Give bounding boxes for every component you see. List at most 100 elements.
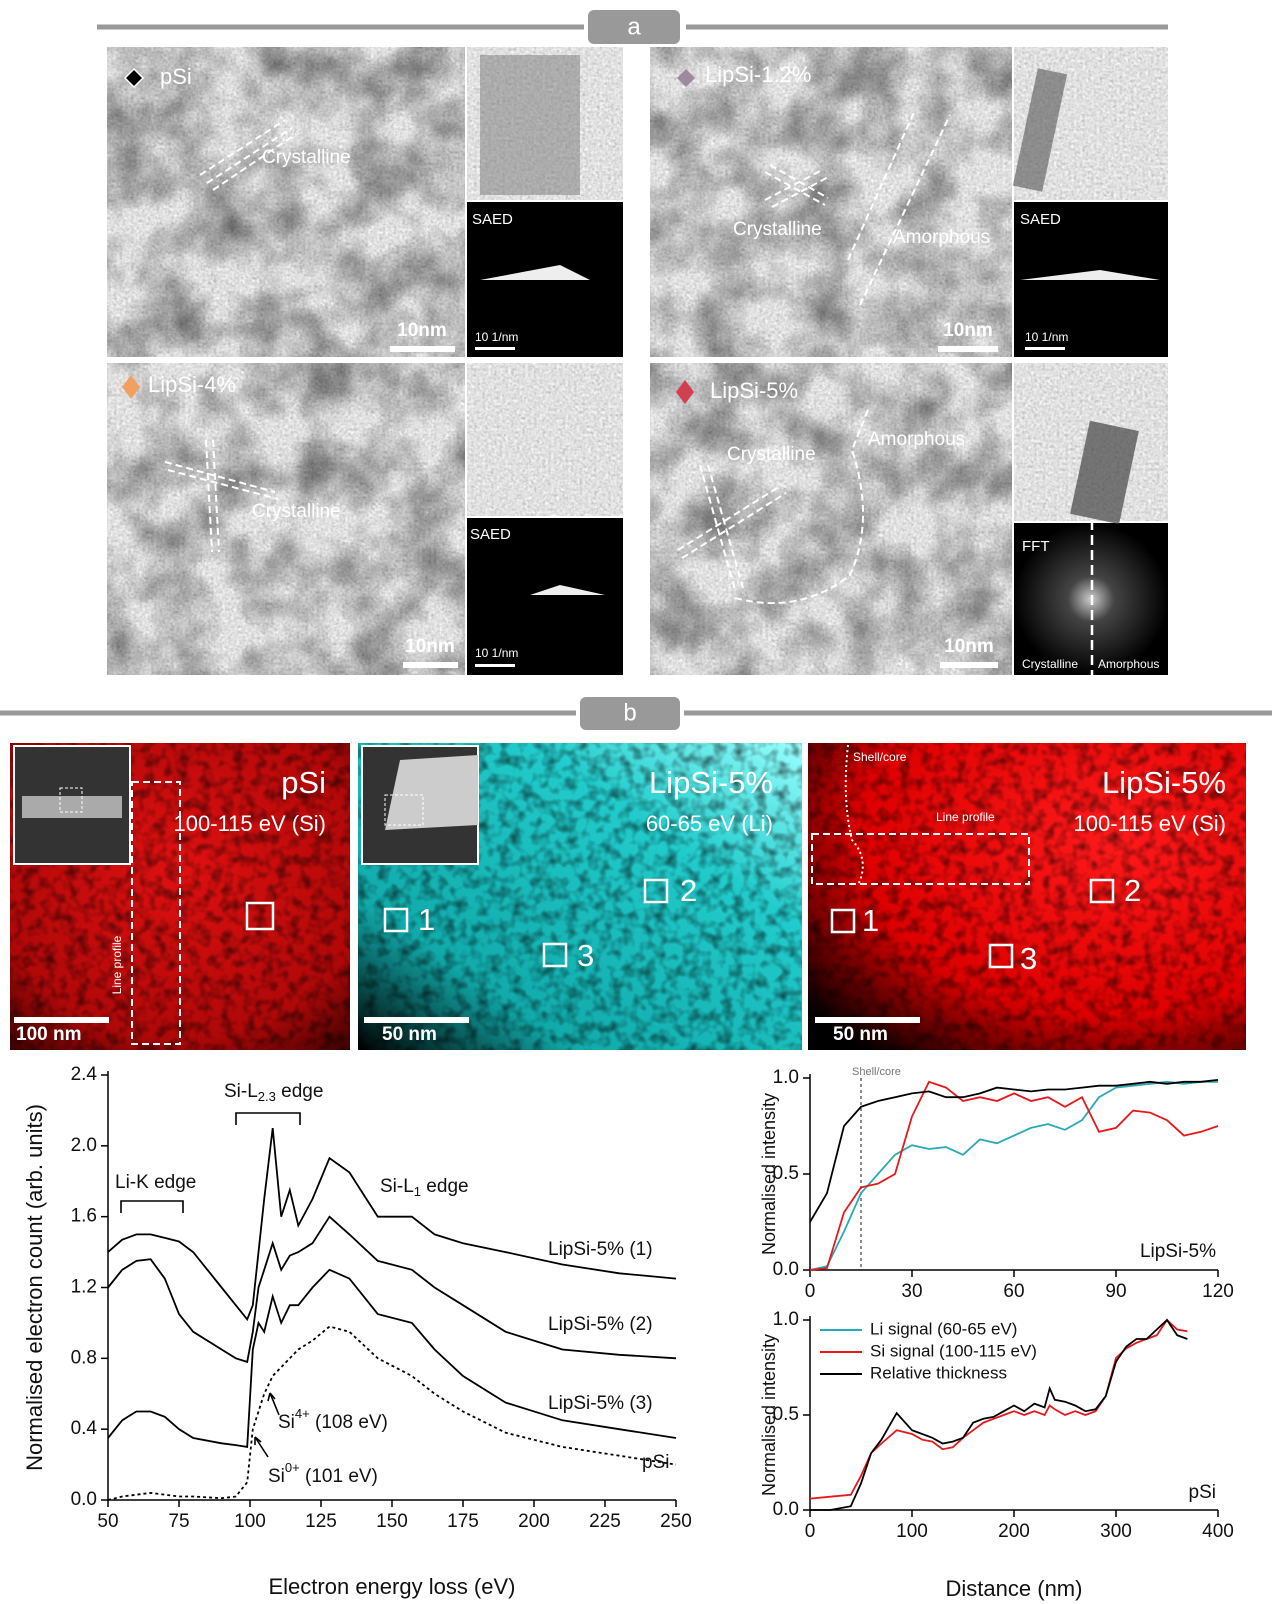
y-axis-label: Normalised intensity	[759, 1093, 779, 1255]
y-axis-label: Normalised electron count (arb. units)	[22, 1104, 47, 1471]
tile-name: LipSi-5%	[710, 378, 798, 403]
annotation: Li-K edge	[115, 1172, 196, 1193]
region-label: 2	[680, 873, 697, 908]
y-tick-label: 2.4	[71, 1064, 98, 1085]
inset-label: FFT	[1022, 538, 1050, 555]
annotation: Crystalline	[733, 219, 822, 240]
scale-bar-label: 50 nm	[382, 1024, 437, 1045]
x-axis-label: Electron energy loss (eV)	[269, 1574, 516, 1599]
inset-label: SAED	[470, 526, 511, 543]
region-label: 1	[862, 903, 879, 938]
annotation: Amorphous	[868, 429, 965, 450]
x-tick-label: 75	[168, 1511, 189, 1532]
tem-images	[107, 47, 1168, 675]
annotation: Si-L1 edge	[380, 1176, 469, 1199]
chart-label: pSi	[1189, 1482, 1216, 1503]
x-tick-label: 150	[376, 1511, 408, 1532]
line-profile-label: Line profile	[110, 935, 124, 994]
scale-bar-label: 50 nm	[833, 1024, 888, 1045]
series-line	[810, 1080, 1218, 1222]
scale-bar-label: 100 nm	[16, 1024, 81, 1045]
inset-scale: 10 1/nm	[475, 646, 518, 660]
map-energy: 100-115 eV (Si)	[1074, 811, 1226, 836]
panel-a-header: a	[97, 10, 1168, 44]
x-tick-label: 300	[1100, 1521, 1132, 1542]
x-tick-label: 250	[660, 1511, 692, 1532]
y-tick-label: 1.6	[71, 1206, 97, 1227]
annotation: Si0+ (101 eV)	[268, 1460, 378, 1487]
y-tick-label: 2.0	[71, 1135, 97, 1156]
panel-b-header: b	[0, 697, 1272, 730]
map-title: LipSi-5%	[1102, 765, 1226, 800]
x-tick-label: 100	[234, 1511, 266, 1532]
x-tick-label: 0	[805, 1281, 816, 1302]
panel-label: a	[627, 13, 641, 40]
annotation: Crystalline	[727, 444, 816, 465]
map-energy: 100-115 eV (Si)	[174, 811, 326, 836]
y-tick-label: 1.2	[71, 1277, 97, 1298]
series-label: LipSi-5% (3)	[548, 1393, 653, 1414]
y-axis-label: Normalised intensity	[759, 1334, 779, 1496]
annotation: Crystalline	[262, 147, 351, 168]
inset-bottom-label: Amorphous	[1098, 657, 1159, 671]
legend-label: Relative thickness	[870, 1363, 1007, 1382]
map-energy: 60-65 eV (Li)	[646, 811, 773, 836]
x-tick-label: 200	[998, 1521, 1030, 1542]
region-label: 2	[1124, 873, 1141, 908]
inset-bottom-label: Crystalline	[1022, 657, 1078, 671]
x-tick-label: 175	[447, 1511, 479, 1532]
inset-scale: 10 1/nm	[475, 330, 518, 344]
figure: a pSi Crystalline 10nm SAED 10 1/nm LipS…	[0, 0, 1272, 1604]
tile-name: pSi	[160, 64, 192, 89]
map-li: LipSi-5% 60-65 eV (Li) 1 2 3 50 nm	[358, 743, 802, 1050]
tile-name: LipSi-1.2%	[705, 62, 811, 87]
axis	[108, 1071, 676, 1500]
series-label: LipSi-5% (1)	[548, 1239, 653, 1260]
x-tick-label: 400	[1202, 1521, 1234, 1542]
inset-label: SAED	[1020, 211, 1061, 228]
region-label: 1	[418, 902, 435, 937]
y-tick-label: 0.4	[71, 1418, 98, 1439]
x-tick-label: 120	[1202, 1281, 1234, 1302]
y-tick-label: 1.0	[773, 1309, 799, 1330]
x-tick-label: 90	[1105, 1281, 1126, 1302]
y-tick-label: 0.0	[773, 1259, 799, 1280]
map-si: Shell/core LipSi-5% 100-115 eV (Si) Line…	[808, 743, 1246, 1050]
chart-label: LipSi-5%	[1140, 1241, 1216, 1262]
x-tick-label: 0	[805, 1521, 816, 1542]
x-tick-label: 50	[97, 1511, 118, 1532]
region-label: 3	[1020, 941, 1037, 976]
legend-label: Li signal (60-65 eV)	[870, 1319, 1017, 1338]
map-title: LipSi-5%	[649, 765, 773, 800]
annotation: Amorphous	[893, 227, 990, 248]
scale-bar-label: 10nm	[397, 320, 447, 341]
x-axis-label: Distance (nm)	[946, 1576, 1083, 1601]
scale-bar-label: 10nm	[405, 636, 455, 657]
map-title: pSi	[281, 765, 326, 800]
x-tick-label: 60	[1003, 1281, 1024, 1302]
scale-bar-label: 10nm	[944, 636, 994, 657]
inset-scale: 10 1/nm	[1025, 330, 1068, 344]
y-tick-label: 1.0	[773, 1067, 799, 1088]
annotation: Crystalline	[252, 501, 341, 522]
series-label: pSi	[642, 1452, 669, 1473]
inset-label: SAED	[472, 211, 513, 228]
map-psi: pSi 100-115 eV (Si) Line profile 100 nm	[10, 743, 350, 1050]
annotation: Si-L2.3 edge	[224, 1081, 323, 1104]
series-line	[108, 1128, 676, 1319]
y-tick-label: 0.0	[773, 1499, 799, 1520]
y-tick-label: 0.8	[71, 1347, 97, 1368]
annotation: Si4+ (108 eV)	[278, 1406, 388, 1433]
eels-annotations	[121, 1113, 300, 1457]
x-tick-label: 30	[901, 1281, 922, 1302]
series-label: LipSi-5% (2)	[548, 1314, 653, 1335]
shell-core-label: Shell/core	[853, 750, 907, 764]
tile-name: LipSi-4%	[148, 372, 236, 397]
scale-bar-label: 10nm	[943, 320, 993, 341]
x-tick-label: 200	[518, 1511, 550, 1532]
annotation: Shell/core	[852, 1066, 901, 1078]
y-tick-label: 0.0	[71, 1489, 97, 1510]
x-tick-label: 100	[896, 1521, 928, 1542]
region-label: 3	[577, 938, 594, 973]
line-profile-label: Line profile	[936, 810, 995, 824]
